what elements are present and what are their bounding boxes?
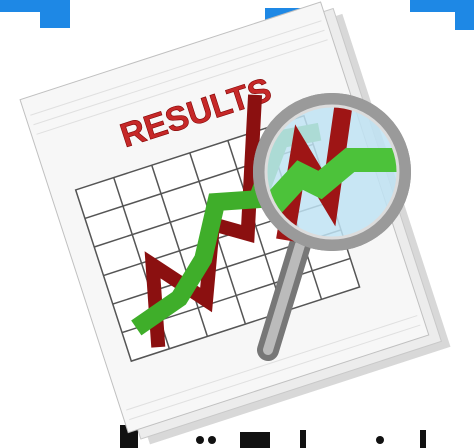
screenshot: RESULTS	[0, 0, 474, 448]
